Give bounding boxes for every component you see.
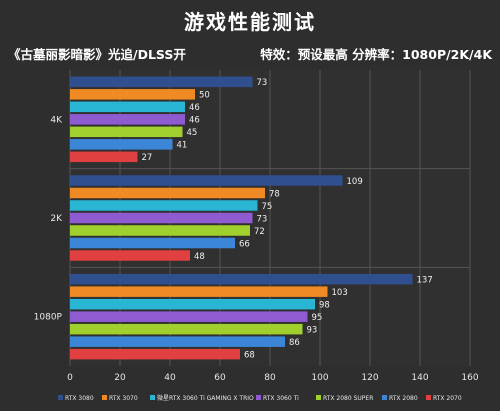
bar-value-label: 109 [347,177,363,187]
bar [70,212,253,224]
bar-value-label: 46 [189,116,200,126]
x-tick-label: 40 [164,373,176,383]
x-tick-label: 120 [361,373,378,383]
x-tick-label: 60 [214,373,226,383]
legend-swatch [426,395,431,400]
legend-label: RTX 2080 SUPER [323,395,373,402]
bar-value-label: 68 [244,350,255,360]
chart-title: 游戏性能测试 [184,10,316,34]
chart-subtitle-game: 《古墓丽影暗影》光追/DLSS开 [8,47,186,62]
bar [70,200,258,211]
legend-swatch [150,395,155,400]
legend-swatch [256,395,261,400]
bar [70,348,240,360]
bar-value-label: 95 [312,313,323,323]
y-category-label: 2K [50,214,63,224]
bar [70,298,315,310]
x-tick-label: 0 [67,373,73,383]
bar [70,336,285,347]
bar-value-label: 103 [332,288,348,298]
x-tick-label: 20 [114,373,126,383]
legend-label: RTX 2070 [433,395,462,402]
bar [70,175,343,186]
bar [70,311,308,322]
bar [70,237,235,249]
legend-label: RTX 3080 [65,395,94,402]
bar-value-label: 46 [189,103,200,113]
legend-label: RTX 2080 [389,395,418,402]
bar-value-label: 72 [254,227,265,237]
bar [70,225,250,236]
bar-value-label: 86 [289,338,300,348]
legend-swatch [102,395,107,400]
chart-subtitle-settings: 特效：预设最高 分辨率：1080P/2K/4K [260,47,492,62]
bar-value-label: 93 [307,325,318,335]
bar [70,114,185,125]
bar-value-label: 98 [319,300,330,310]
bar [70,89,195,100]
bar [70,187,265,199]
x-tick-label: 80 [264,373,276,383]
bar [70,273,413,285]
bar [70,101,185,113]
bar [70,250,190,261]
bar-value-label: 75 [262,202,273,212]
bar-value-label: 73 [257,214,268,224]
bar-value-label: 66 [239,239,250,249]
bar-value-label: 41 [177,141,188,151]
y-category-label: 1080P [34,313,63,323]
bar [70,323,303,335]
legend-label: RTX 3070 [109,395,138,402]
y-category-label: 4K [50,115,63,125]
bar-value-label: 48 [194,252,205,262]
bar-value-label: 78 [269,189,280,199]
bar [70,151,138,163]
bar-value-label: 45 [187,128,198,138]
bar-value-label: 137 [417,275,433,285]
legend-label: 微星RTX 3060 Ti GAMING X TRIO [157,394,254,402]
bar-value-label: 27 [142,153,153,163]
x-tick-label: 100 [311,373,328,383]
bar [70,139,173,150]
bar-value-label: 73 [257,78,268,88]
bar [70,286,328,297]
x-tick-label: 140 [411,373,428,383]
legend-swatch [382,395,387,400]
bar [70,126,183,138]
legend-swatch [58,395,63,400]
x-tick-label: 160 [461,373,478,383]
legend-swatch [316,395,321,400]
bar-value-label: 50 [199,91,210,101]
bar [70,76,253,88]
legend-label: RTX 3060 Ti [263,395,299,402]
